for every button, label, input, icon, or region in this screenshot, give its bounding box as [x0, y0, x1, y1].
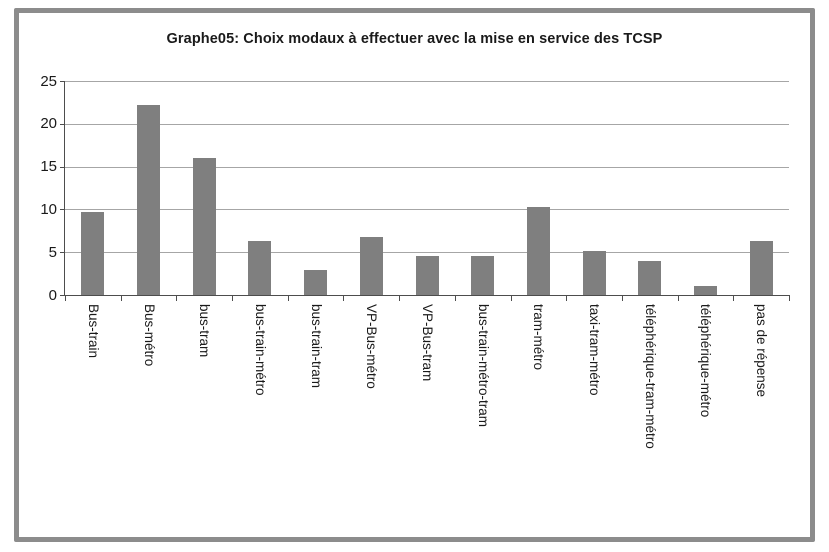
x-category-label: Bus-train — [85, 304, 101, 359]
y-axis-tick — [60, 252, 65, 254]
x-category-label: bus-tram — [197, 304, 213, 358]
bar — [81, 211, 105, 295]
y-gridline — [65, 166, 789, 168]
y-tick-label: 25 — [40, 72, 57, 90]
y-axis-tick — [60, 81, 65, 82]
x-axis-tick — [621, 295, 623, 301]
y-tick-label: 5 — [48, 243, 57, 261]
x-category-label: taxi-tram-métro — [587, 304, 603, 396]
bar — [471, 255, 495, 295]
y-axis-tick — [60, 209, 65, 211]
bar — [137, 104, 161, 295]
x-axis-tick — [566, 295, 568, 301]
x-axis-tick — [677, 295, 679, 301]
x-category-label: VP-Bus-métro — [364, 304, 380, 389]
x-category-label: téléphérique-tram-métro — [642, 304, 658, 449]
x-axis-tick — [343, 295, 345, 301]
x-axis-line — [64, 295, 789, 296]
x-category-label: téléphérique-métro — [698, 304, 714, 418]
x-category-label: bus-train-tram — [308, 304, 324, 389]
x-category-label: tram-métro — [531, 304, 547, 371]
x-axis-tick — [510, 295, 512, 301]
y-axis-tick — [60, 166, 65, 168]
x-axis-tick — [399, 295, 401, 301]
x-category-label: bus-train-métro — [252, 304, 268, 396]
chart-title: Graphe05: Choix modaux à effectuer avec … — [166, 31, 663, 47]
x-axis-tick — [733, 295, 735, 301]
bar — [304, 270, 328, 295]
y-gridline — [65, 252, 789, 254]
y-axis-tick — [60, 295, 65, 296]
y-gridline — [65, 209, 789, 211]
y-tick-label: 10 — [40, 200, 57, 218]
y-gridline — [65, 123, 789, 125]
y-gridline — [65, 81, 789, 82]
bar — [638, 260, 662, 295]
bar — [415, 255, 439, 295]
x-axis-tick — [789, 295, 790, 301]
bar — [192, 158, 216, 295]
bar — [248, 241, 272, 295]
bar — [526, 206, 550, 295]
x-axis-tick — [65, 295, 66, 301]
bar — [359, 236, 383, 295]
x-axis-tick — [454, 295, 456, 301]
x-axis-tick — [120, 295, 122, 301]
bar — [693, 285, 717, 295]
bar — [749, 241, 773, 295]
x-category-label: VP-Bus-tram — [420, 304, 435, 382]
y-tick-label: 0 — [48, 286, 57, 304]
x-category-label: Bus-métro — [141, 304, 157, 367]
x-axis-tick — [176, 295, 178, 301]
x-axis-tick — [232, 295, 234, 301]
y-axis-line — [64, 81, 65, 296]
x-category-label: pas de répense — [754, 304, 770, 398]
y-axis-tick — [60, 123, 65, 125]
bar — [582, 251, 606, 295]
y-tick-label: 20 — [40, 115, 57, 133]
y-tick-label: 15 — [40, 158, 57, 176]
x-category-label: bus-train-métro-tram — [475, 304, 491, 428]
x-axis-tick — [287, 295, 289, 301]
